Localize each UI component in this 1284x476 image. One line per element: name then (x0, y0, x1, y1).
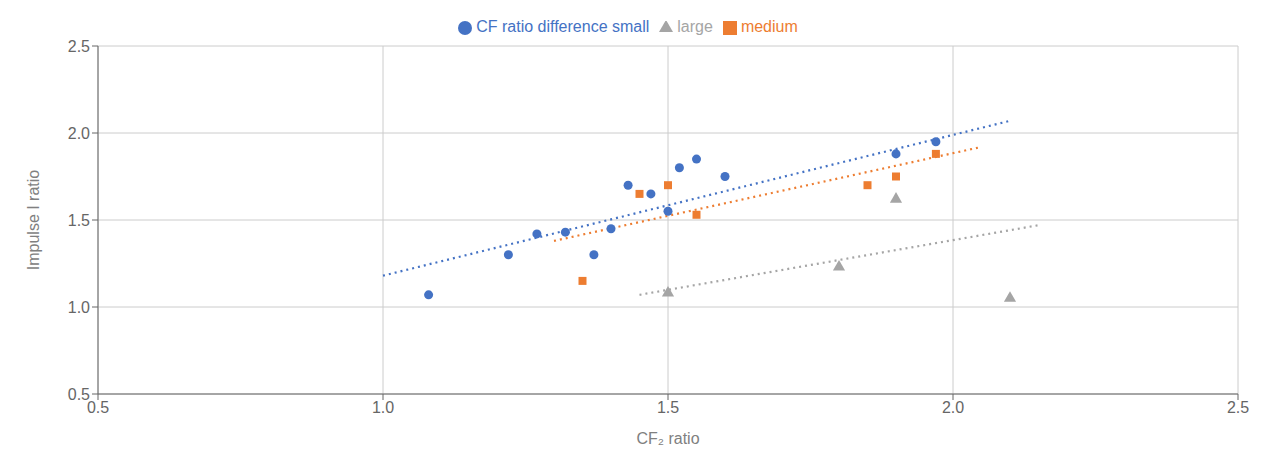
svg-text:2.5: 2.5 (68, 38, 90, 55)
svg-text:1.5: 1.5 (657, 399, 679, 416)
svg-text:2.5: 2.5 (1227, 399, 1249, 416)
svg-text:CF₂ ratio: CF₂ ratio (636, 430, 699, 447)
svg-text:0.5: 0.5 (87, 399, 109, 416)
svg-text:1.5: 1.5 (68, 212, 90, 229)
svg-text:0.5: 0.5 (68, 386, 90, 403)
html-text:medium: medium (740, 18, 798, 35)
svg-text:2.0: 2.0 (68, 125, 90, 142)
svg-text:2.0: 2.0 (942, 399, 964, 416)
svg-text:1.0: 1.0 (68, 299, 90, 316)
html-text:large: large (677, 18, 713, 35)
svg-text:1.0: 1.0 (372, 399, 394, 416)
html-text:CF ratio difference small: CF ratio difference small (476, 18, 650, 35)
svg-text:Impulse I ratio: Impulse I ratio (25, 170, 42, 271)
